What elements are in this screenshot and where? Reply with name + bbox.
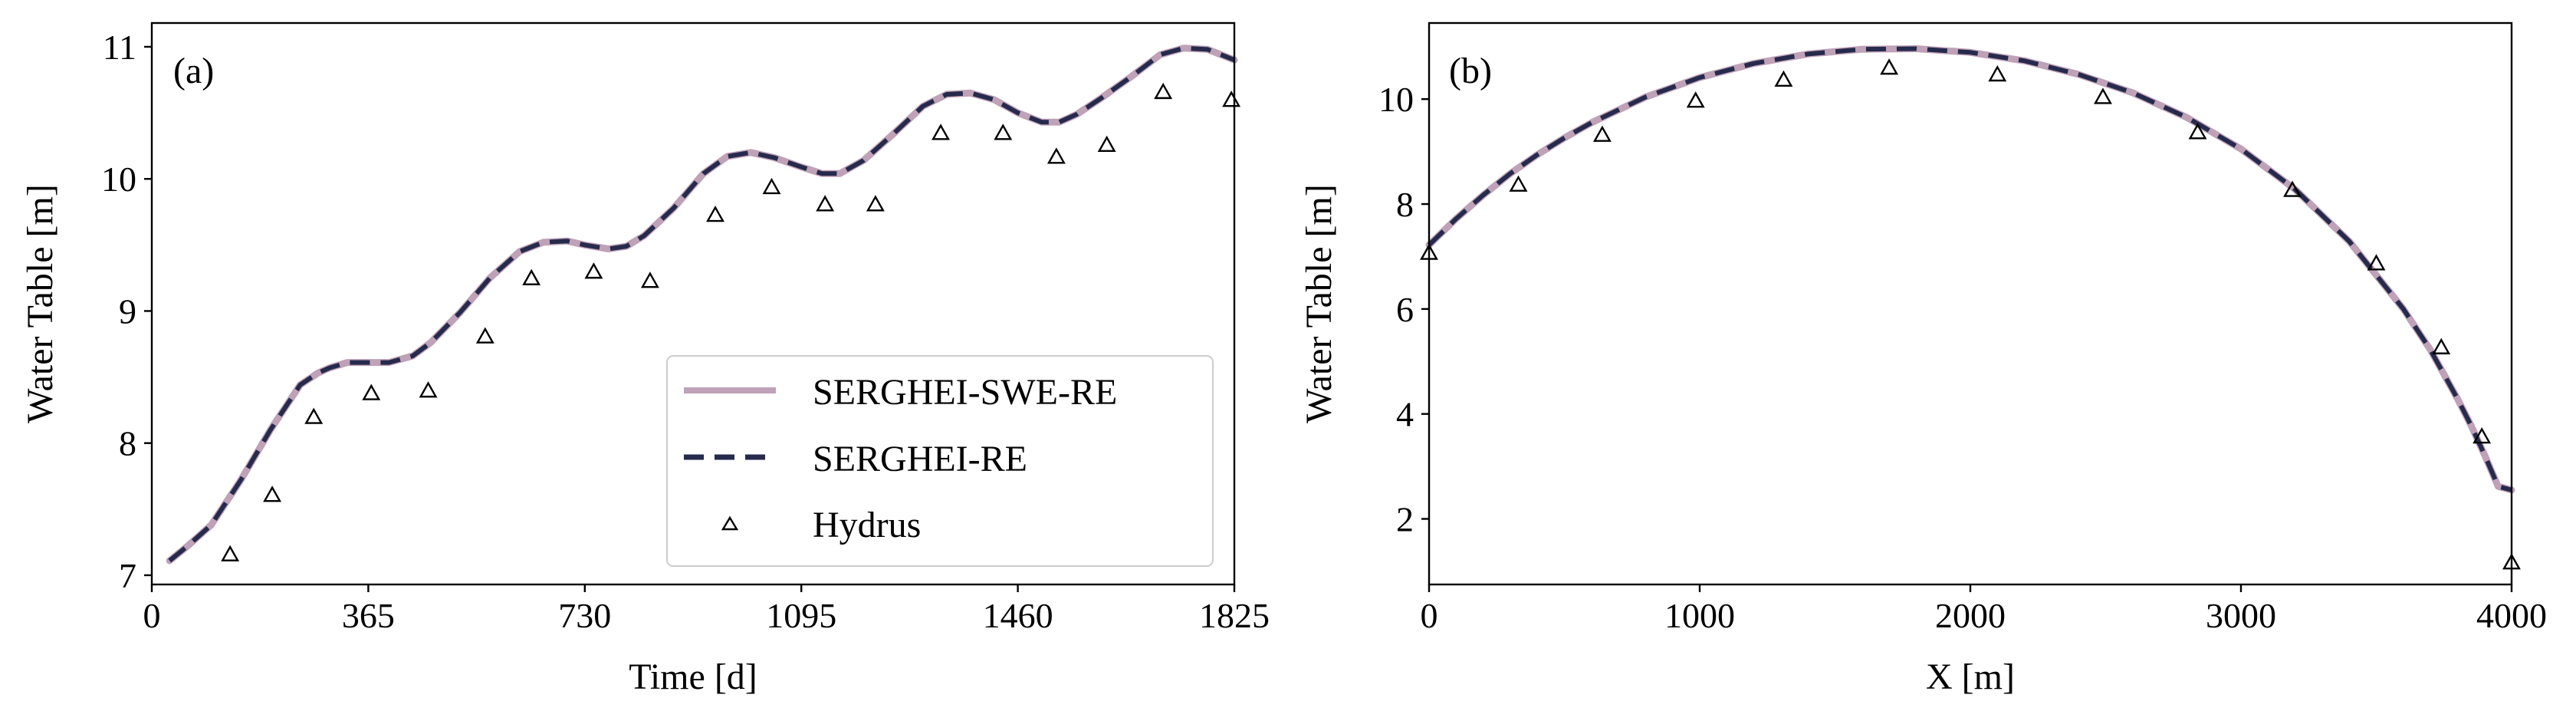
panel-a-hydrus-point — [522, 268, 541, 285]
panel-b-x-tick-label: 1000 — [1664, 596, 1735, 635]
panel-b-hydrus-point — [2094, 87, 2112, 104]
panel-b-tick-layer: 0 1000 2000 3000 4000 2 4 6 8 10 — [1378, 80, 2547, 635]
panel-b-hydrus-point — [2188, 123, 2207, 140]
panel-a-x-tick-label: 365 — [342, 596, 395, 635]
panel-a-y-tick-label: 9 — [119, 291, 136, 331]
panel-a-hydrus-point — [475, 327, 495, 344]
panel-b-axes-frame — [1428, 21, 2513, 586]
panel-a-x-tick-label: 1095 — [766, 596, 836, 635]
panel-a-x-tick-label: 0 — [143, 596, 161, 635]
panel-b-y-tick-label: 2 — [1396, 499, 1414, 538]
panel-a-x-tick-label: 730 — [558, 596, 611, 635]
panel-b-y-tick-label: 8 — [1396, 185, 1414, 224]
panel-b-hydrus-point — [1988, 64, 2007, 82]
panel-b-serghei-re-line — [1427, 46, 2512, 492]
panel-a-legend-box — [666, 355, 1214, 567]
panel-a-hydrus-point — [994, 123, 1013, 140]
panel-a-hydrus-point — [816, 195, 835, 212]
panel-b-y-axis-label: Water Table [m] — [1299, 184, 1339, 423]
panel-b-hydrus-point — [1509, 175, 1528, 192]
panel-a-hydrus-point — [419, 381, 438, 398]
panel-b-y-tick-label: 4 — [1396, 395, 1414, 434]
panel-b-y-tick-label: 10 — [1378, 80, 1414, 119]
panel-b-x-tick-label: 2000 — [1935, 596, 2006, 635]
panel-a-hydrus-point — [362, 384, 381, 400]
panel-a-legend: SERGHEI-SWE-RE SERGHEI-RE Hydrus — [666, 355, 1214, 567]
panel-a-hydrus-point — [221, 545, 240, 561]
panel-b-hydrus-point — [1592, 125, 1612, 142]
panel-a-serghei-re-line — [168, 45, 1236, 563]
panel-b-y-tick-label: 6 — [1396, 290, 1414, 329]
panel-b-x-axis-label: X [m] — [1926, 657, 2015, 697]
panel-a-y-tick-label: 7 — [119, 556, 136, 595]
panel-a-tick-layer: 0 365 730 1095 1460 1825 7 8 9 10 11 — [101, 28, 1270, 635]
panel-a-hydrus-point — [263, 486, 282, 502]
panel-b-series-layer — [1425, 45, 2515, 494]
panel-a-y-tick-label: 10 — [101, 160, 136, 199]
panel-b-hydrus-point — [2367, 254, 2386, 271]
panel-b-x-tick-label: 3000 — [2206, 596, 2276, 635]
panel-a-hydrus-point — [706, 206, 724, 222]
legend-hydrus-marker — [721, 515, 739, 531]
panel-a-hydrus-point — [1097, 135, 1116, 152]
panel-b-hydrus-point — [2283, 180, 2302, 197]
panel-a-hydrus-point — [762, 177, 781, 195]
panel-a-hydrus-point — [866, 195, 885, 212]
panel-b-x-tick-label: 4000 — [2476, 596, 2547, 635]
panel-b-hydrus-point — [1774, 70, 1793, 87]
legend-hydrus-label: Hydrus — [813, 505, 921, 545]
panel-a-hydrus-point — [932, 123, 950, 140]
panel-a-series-layer — [166, 44, 1238, 565]
panel-b-hydrus-point — [1686, 91, 1705, 108]
panel-b-hydrus-point — [2432, 337, 2451, 354]
panel-a-hydrus-point — [584, 262, 603, 279]
panel-a-x-tick-label: 1460 — [983, 596, 1053, 635]
panel-a-hydrus-point — [304, 407, 324, 424]
panel-a-y-axis-label: Water Table [m] — [20, 184, 61, 423]
panel-a-hydrus-point — [1046, 147, 1066, 164]
legend-swe-re-label: SERGHEI-SWE-RE — [813, 372, 1117, 413]
panel-b-hydrus-point — [2472, 427, 2492, 444]
panel-a-label: (a) — [173, 51, 214, 91]
panel-a-axes-frame — [150, 21, 1236, 586]
panel-a-hydrus-point — [1154, 82, 1173, 100]
panel-b-label: (b) — [1449, 51, 1492, 91]
panel-b-chart: 0 1000 2000 3000 4000 2 4 6 8 10 (b) X [m] Water … — [1299, 21, 2547, 697]
panel-a-y-tick-label: 8 — [119, 424, 136, 463]
panel-b-x-tick-label: 0 — [1421, 596, 1438, 635]
panel-a-y-tick-label: 11 — [103, 28, 136, 67]
legend-re-label: SERGHEI-RE — [813, 439, 1027, 479]
panel-a-x-tick-label: 1825 — [1199, 596, 1270, 635]
panel-b-hydrus-point — [1880, 58, 1899, 75]
panel-a-hydrus-point — [640, 272, 659, 288]
panel-a-x-axis-label: Time [d] — [629, 657, 757, 697]
